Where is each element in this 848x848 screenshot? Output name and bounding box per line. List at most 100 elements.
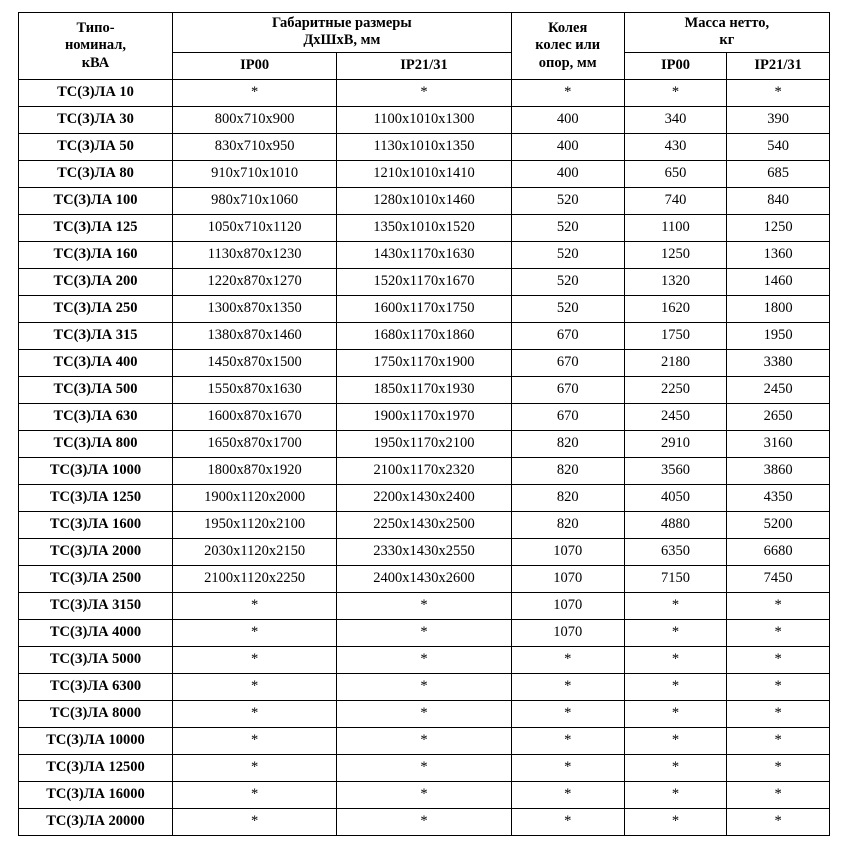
cell-mass-ip00: 2450 (624, 403, 727, 430)
cell-dims-ip21: * (337, 808, 512, 835)
cell-dims-ip21: 1350х1010х1520 (337, 214, 512, 241)
cell-dims-ip21: 1600х1170х1750 (337, 295, 512, 322)
cell-dims-ip00: * (172, 673, 336, 700)
cell-dims-ip21: * (337, 673, 512, 700)
cell-dims-ip00: 1050х710х1120 (172, 214, 336, 241)
table-row: ТС(З)ЛА 100980х710х10601280х1010х1460520… (19, 187, 830, 214)
cell-dims-ip21: * (337, 781, 512, 808)
col-header-mass-ip21: IP21/31 (727, 52, 830, 79)
cell-dims-ip21: 2250х1430х2500 (337, 511, 512, 538)
cell-mass-ip21: * (727, 646, 830, 673)
cell-mass-ip00: 430 (624, 133, 727, 160)
cell-model: ТС(З)ЛА 2000 (19, 538, 173, 565)
cell-model: ТС(З)ЛА 500 (19, 376, 173, 403)
cell-dims-ip21: 1950х1170х2100 (337, 430, 512, 457)
cell-dims-ip21: 2400х1430х2600 (337, 565, 512, 592)
cell-mass-ip21: * (727, 592, 830, 619)
table-row: ТС(З)ЛА 25002100х1120х22502400х1430х2600… (19, 565, 830, 592)
spec-table: Типо- номинал, кВА Габаритные размеры Дх… (18, 12, 830, 836)
cell-mass-ip21: 840 (727, 187, 830, 214)
cell-dims-ip21: * (337, 79, 512, 106)
table-row: ТС(З)ЛА 12500***** (19, 754, 830, 781)
cell-mass-ip21: * (727, 781, 830, 808)
cell-dims-ip21: 1750х1170х1900 (337, 349, 512, 376)
cell-model: ТС(З)ЛА 1600 (19, 511, 173, 538)
table-body: ТС(З)ЛА 10*****ТС(З)ЛА 30800х710х9001100… (19, 79, 830, 835)
cell-track: * (511, 727, 624, 754)
cell-mass-ip00: 340 (624, 106, 727, 133)
cell-dims-ip21: 1280х1010х1460 (337, 187, 512, 214)
cell-dims-ip21: * (337, 619, 512, 646)
cell-mass-ip21: * (727, 79, 830, 106)
table-row: ТС(З)ЛА 4001450х870х15001750х1170х190067… (19, 349, 830, 376)
cell-track: 820 (511, 511, 624, 538)
col-header-track-l2: колес или (535, 37, 600, 53)
cell-dims-ip21: 1130х1010х1350 (337, 133, 512, 160)
table-row: ТС(З)ЛА 5000***** (19, 646, 830, 673)
cell-track: 1070 (511, 565, 624, 592)
cell-model: ТС(З)ЛА 50 (19, 133, 173, 160)
table-row: ТС(З)ЛА 50830х710х9501130х1010х135040043… (19, 133, 830, 160)
cell-model: ТС(З)ЛА 630 (19, 403, 173, 430)
cell-dims-ip00: 2030х1120х2150 (172, 538, 336, 565)
cell-track: 670 (511, 322, 624, 349)
cell-mass-ip21: 1950 (727, 322, 830, 349)
cell-dims-ip00: * (172, 727, 336, 754)
cell-mass-ip00: * (624, 700, 727, 727)
cell-dims-ip00: 980х710х1060 (172, 187, 336, 214)
cell-mass-ip00: 1320 (624, 268, 727, 295)
col-header-mass-ip00: IP00 (624, 52, 727, 79)
cell-mass-ip00: 1250 (624, 241, 727, 268)
cell-mass-ip00: * (624, 808, 727, 835)
col-header-dims-ip00: IP00 (172, 52, 336, 79)
cell-mass-ip00: 2180 (624, 349, 727, 376)
table-row: ТС(З)ЛА 80910х710х10101210х1010х14104006… (19, 160, 830, 187)
cell-dims-ip21: 1900х1170х1970 (337, 403, 512, 430)
cell-track: * (511, 700, 624, 727)
cell-dims-ip00: 1550х870х1630 (172, 376, 336, 403)
col-header-dims-l1: Габаритные размеры (272, 15, 412, 31)
cell-dims-ip00: 2100х1120х2250 (172, 565, 336, 592)
cell-mass-ip21: 390 (727, 106, 830, 133)
cell-dims-ip21: 1520х1170х1670 (337, 268, 512, 295)
cell-track: 1070 (511, 619, 624, 646)
col-header-model-l2: номинал, (65, 37, 126, 53)
table-row: ТС(З)ЛА 10001800х870х19202100х1170х23208… (19, 457, 830, 484)
table-head: Типо- номинал, кВА Габаритные размеры Дх… (19, 13, 830, 80)
cell-dims-ip00: 1450х870х1500 (172, 349, 336, 376)
col-header-track: Колея колес или опор, мм (511, 13, 624, 80)
cell-model: ТС(З)ЛА 80 (19, 160, 173, 187)
cell-dims-ip00: 1950х1120х2100 (172, 511, 336, 538)
cell-dims-ip00: 800х710х900 (172, 106, 336, 133)
cell-model: ТС(З)ЛА 8000 (19, 700, 173, 727)
cell-model: ТС(З)ЛА 160 (19, 241, 173, 268)
cell-model: ТС(З)ЛА 5000 (19, 646, 173, 673)
cell-mass-ip21: 5200 (727, 511, 830, 538)
cell-mass-ip21: 4350 (727, 484, 830, 511)
cell-dims-ip21: * (337, 592, 512, 619)
cell-dims-ip21: 1210х1010х1410 (337, 160, 512, 187)
cell-track: * (511, 781, 624, 808)
cell-model: ТС(З)ЛА 2500 (19, 565, 173, 592)
cell-mass-ip00: * (624, 781, 727, 808)
cell-mass-ip21: 1360 (727, 241, 830, 268)
table-row: ТС(З)ЛА 1601130х870х12301430х1170х163052… (19, 241, 830, 268)
cell-mass-ip21: 1250 (727, 214, 830, 241)
cell-mass-ip00: 6350 (624, 538, 727, 565)
table-row: ТС(З)ЛА 1251050х710х11201350х1010х152052… (19, 214, 830, 241)
cell-dims-ip00: * (172, 700, 336, 727)
table-row: ТС(З)ЛА 3151380х870х14601680х1170х186067… (19, 322, 830, 349)
table-row: ТС(З)ЛА 3150**1070** (19, 592, 830, 619)
table-row: ТС(З)ЛА 12501900х1120х20002200х1430х2400… (19, 484, 830, 511)
cell-mass-ip00: 7150 (624, 565, 727, 592)
cell-mass-ip00: 4880 (624, 511, 727, 538)
header-row-1: Типо- номинал, кВА Габаритные размеры Дх… (19, 13, 830, 53)
cell-dims-ip21: 2200х1430х2400 (337, 484, 512, 511)
table-row: ТС(З)ЛА 2001220х870х12701520х1170х167052… (19, 268, 830, 295)
cell-dims-ip00: * (172, 592, 336, 619)
cell-dims-ip21: * (337, 727, 512, 754)
cell-track: * (511, 808, 624, 835)
cell-mass-ip00: * (624, 727, 727, 754)
col-header-dims-l2: ДхШхВ, мм (303, 32, 380, 48)
cell-mass-ip00: 650 (624, 160, 727, 187)
